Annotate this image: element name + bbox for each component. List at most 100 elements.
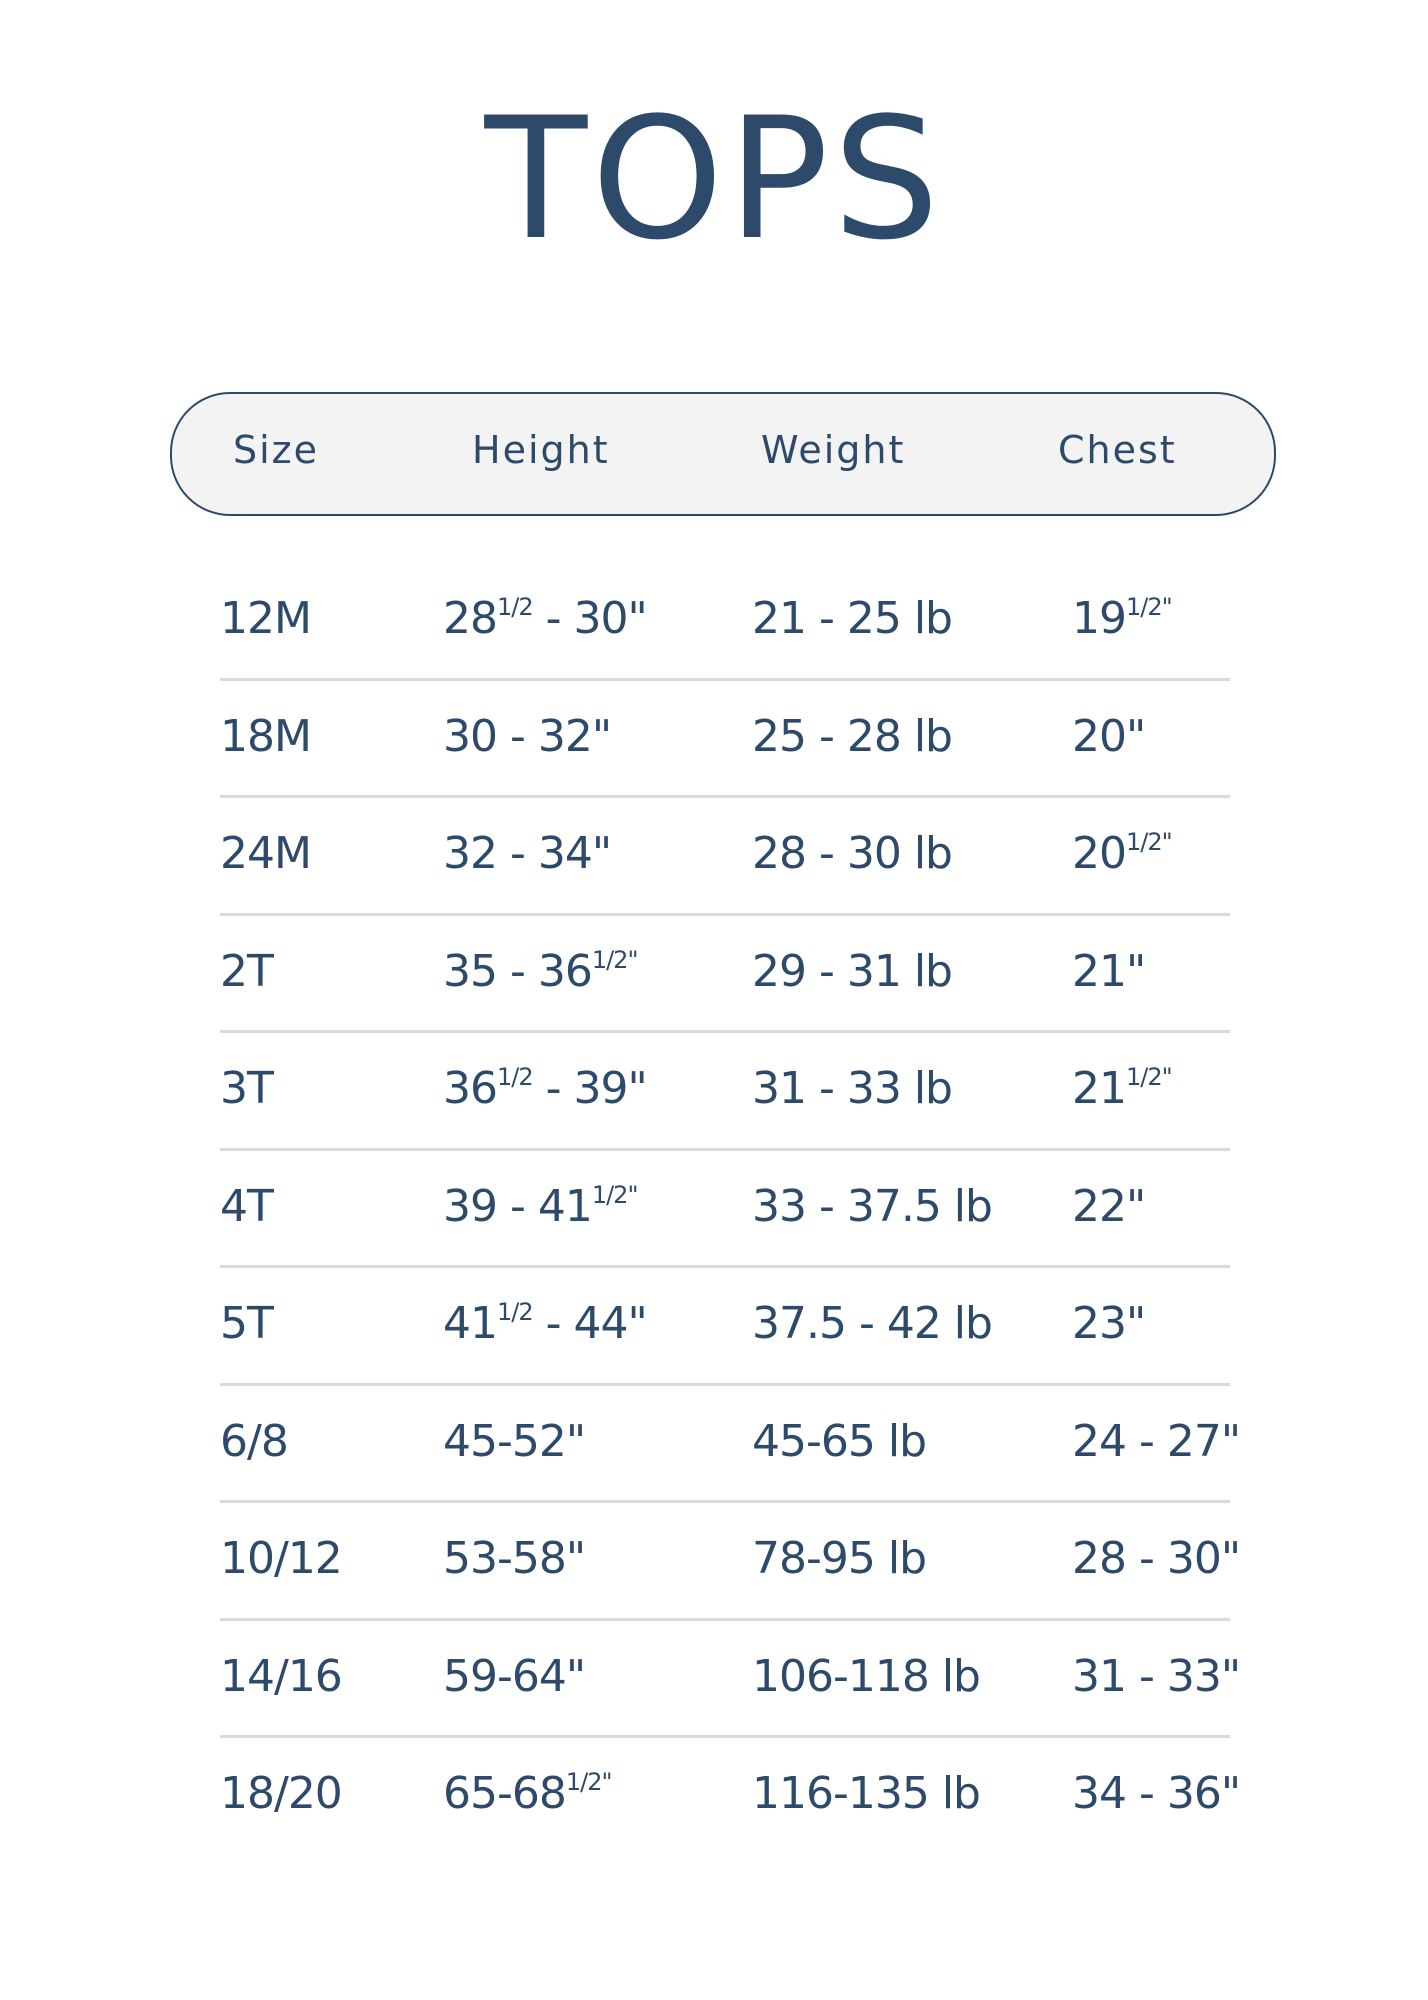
cell-height: 30 - 32"	[443, 710, 612, 762]
table-row: 14/16 59-64" 106-118 lb 31 - 33"	[220, 1621, 1241, 1738]
row-divider	[220, 1265, 1230, 1268]
page-title: TOPS	[484, 81, 944, 277]
cell-chest: 22"	[1072, 1181, 1146, 1232]
cell-value: 59-64"	[443, 1650, 586, 1702]
fraction: 1/2"	[1126, 828, 1173, 856]
cell-value: 65-68	[443, 1768, 567, 1819]
cell-weight: 37.5 - 42 lb	[752, 1298, 993, 1349]
cell-value: 29 - 31 lb	[752, 945, 953, 997]
header-height: Height	[472, 428, 610, 472]
cell-value: 36	[443, 1063, 498, 1114]
cell-size: 18/20	[220, 1768, 343, 1819]
cell-weight: 78-95 lb	[752, 1533, 927, 1584]
cell-value: 30 - 32"	[443, 710, 612, 762]
cell-value-rest: - 30"	[532, 593, 648, 644]
cell-value: 21 - 25 lb	[752, 593, 953, 644]
row-divider	[220, 677, 1230, 681]
cell-weight: 45-65 lb	[752, 1415, 927, 1467]
cell-value: 18/20	[220, 1768, 343, 1819]
cell-value: 24M	[220, 828, 312, 879]
cell-height: 59-64"	[443, 1650, 586, 1702]
table-row: 6/8 45-52" 45-65 lb 24 - 27"	[220, 1386, 1241, 1503]
cell-height: 35 - 361/2"	[443, 946, 638, 997]
header-chest: Chest	[1058, 428, 1177, 472]
cell-value: 28 - 30 lb	[752, 828, 953, 879]
cell-weight: 29 - 31 lb	[752, 945, 953, 997]
cell-value: 41	[443, 1298, 498, 1349]
cell-height: 45-52"	[443, 1415, 586, 1467]
cell-value: 28 - 30"	[1072, 1533, 1241, 1584]
cell-value: 37.5 - 42 lb	[752, 1298, 993, 1349]
cell-value-rest: - 39"	[532, 1063, 648, 1114]
cell-value: 34 - 36"	[1072, 1768, 1241, 1819]
cell-height: 361/2 - 39"	[443, 1063, 648, 1114]
table-row: 5T 411/2 - 44" 37.5 - 42 lb 23"	[220, 1268, 1230, 1386]
cell-value: 21"	[1072, 945, 1146, 997]
cell-size: 5T	[220, 1298, 274, 1349]
table-row: 18/20 65-681/2" 116-135 lb 34 - 36"	[220, 1738, 1241, 1856]
cell-chest: 20"	[1072, 710, 1146, 762]
cell-value: 10/12	[220, 1533, 343, 1584]
cell-value: 25 - 28 lb	[752, 710, 953, 762]
cell-value: 4T	[220, 1180, 274, 1232]
cell-value: 106-118 lb	[752, 1650, 981, 1702]
cell-value: 19	[1072, 593, 1127, 644]
cell-value: 18M	[220, 710, 312, 762]
row-divider	[220, 1500, 1230, 1503]
table-row: 18M 30 - 32" 25 - 28 lb 20"	[220, 681, 1230, 798]
table-row: 3T 361/2 - 39" 31 - 33 lb 211/2"	[220, 1033, 1230, 1151]
cell-value: 12M	[220, 593, 312, 644]
cell-value: 14/16	[220, 1650, 343, 1702]
fraction: 1/2	[497, 593, 534, 621]
cell-value: 3T	[220, 1063, 274, 1114]
cell-value: 20	[1072, 828, 1127, 879]
header-size: Size	[233, 428, 320, 472]
header-weight: Weight	[761, 428, 906, 472]
table-header: Size Height Weight Chest	[170, 392, 1276, 516]
cell-value: 39 - 41	[443, 1180, 593, 1232]
cell-chest: 23"	[1072, 1298, 1146, 1349]
row-divider	[220, 1735, 1230, 1738]
cell-size: 2T	[220, 946, 274, 997]
cell-size: 3T	[220, 1063, 274, 1114]
row-divider	[220, 1382, 1230, 1386]
cell-value: 35 - 36	[443, 945, 593, 997]
cell-chest: 34 - 36"	[1072, 1768, 1241, 1819]
cell-chest: 21"	[1072, 945, 1146, 997]
fraction: 1/2	[497, 1298, 534, 1326]
row-divider	[220, 1617, 1230, 1621]
cell-value: 5T	[220, 1298, 274, 1349]
cell-size: 18M	[220, 710, 312, 762]
table-row: 10/12 53-58" 78-95 lb 28 - 30"	[220, 1503, 1241, 1621]
cell-chest: 28 - 30"	[1072, 1533, 1241, 1584]
cell-value: 78-95 lb	[752, 1533, 927, 1584]
cell-height: 281/2 - 30"	[443, 593, 648, 644]
cell-value-rest: - 44"	[532, 1298, 648, 1349]
table-row: 12M 281/2 - 30" 21 - 25 lb 191/2"	[220, 563, 1230, 681]
cell-weight: 106-118 lb	[752, 1650, 981, 1702]
row-divider	[220, 1030, 1230, 1033]
fraction: 1/2"	[1126, 1063, 1173, 1091]
cell-value: 33 - 37.5 lb	[752, 1180, 993, 1232]
fraction: 1/2"	[591, 1180, 639, 1209]
cell-weight: 33 - 37.5 lb	[752, 1180, 993, 1232]
table-row: 2T 35 - 361/2" 29 - 31 lb 21"	[220, 916, 1230, 1033]
cell-weight: 25 - 28 lb	[752, 710, 953, 762]
cell-value: 45-65 lb	[752, 1415, 927, 1467]
cell-value: 6/8	[220, 1415, 289, 1467]
fraction: 1/2"	[565, 1768, 613, 1796]
cell-chest: 201/2"	[1072, 828, 1173, 879]
cell-height: 411/2 - 44"	[443, 1298, 648, 1349]
cell-value: 20"	[1072, 710, 1146, 762]
cell-value: 32 - 34"	[443, 828, 612, 879]
cell-size: 10/12	[220, 1533, 343, 1584]
fraction: 1/2"	[591, 945, 639, 974]
table-row: 24M 32 - 34" 28 - 30 lb 201/2"	[220, 798, 1230, 916]
cell-value: 45-52"	[443, 1415, 586, 1467]
cell-value: 23"	[1072, 1298, 1146, 1349]
cell-weight: 28 - 30 lb	[752, 828, 953, 879]
row-divider	[220, 795, 1230, 798]
cell-height: 39 - 411/2"	[443, 1181, 638, 1232]
cell-chest: 211/2"	[1072, 1063, 1173, 1114]
cell-size: 6/8	[220, 1415, 289, 1467]
